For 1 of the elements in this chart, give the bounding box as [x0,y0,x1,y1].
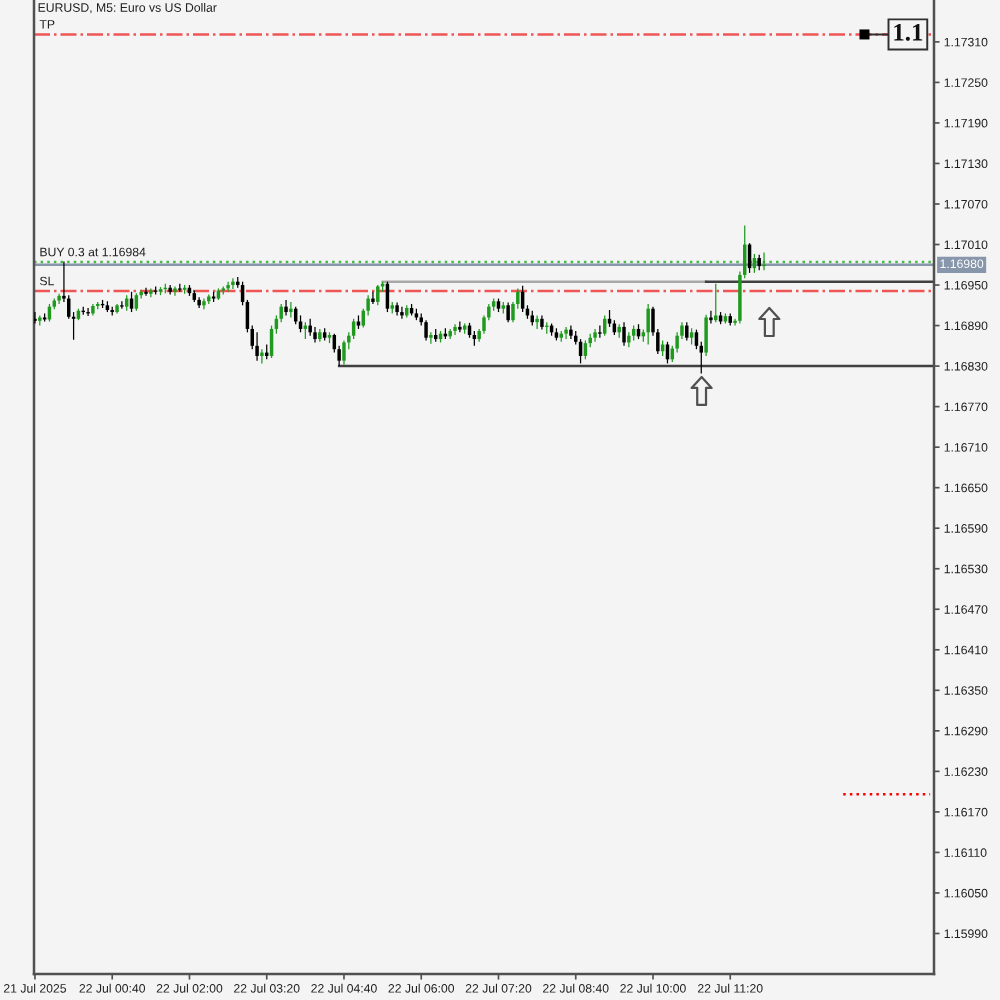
annotation: 1.1 [894,23,923,41]
